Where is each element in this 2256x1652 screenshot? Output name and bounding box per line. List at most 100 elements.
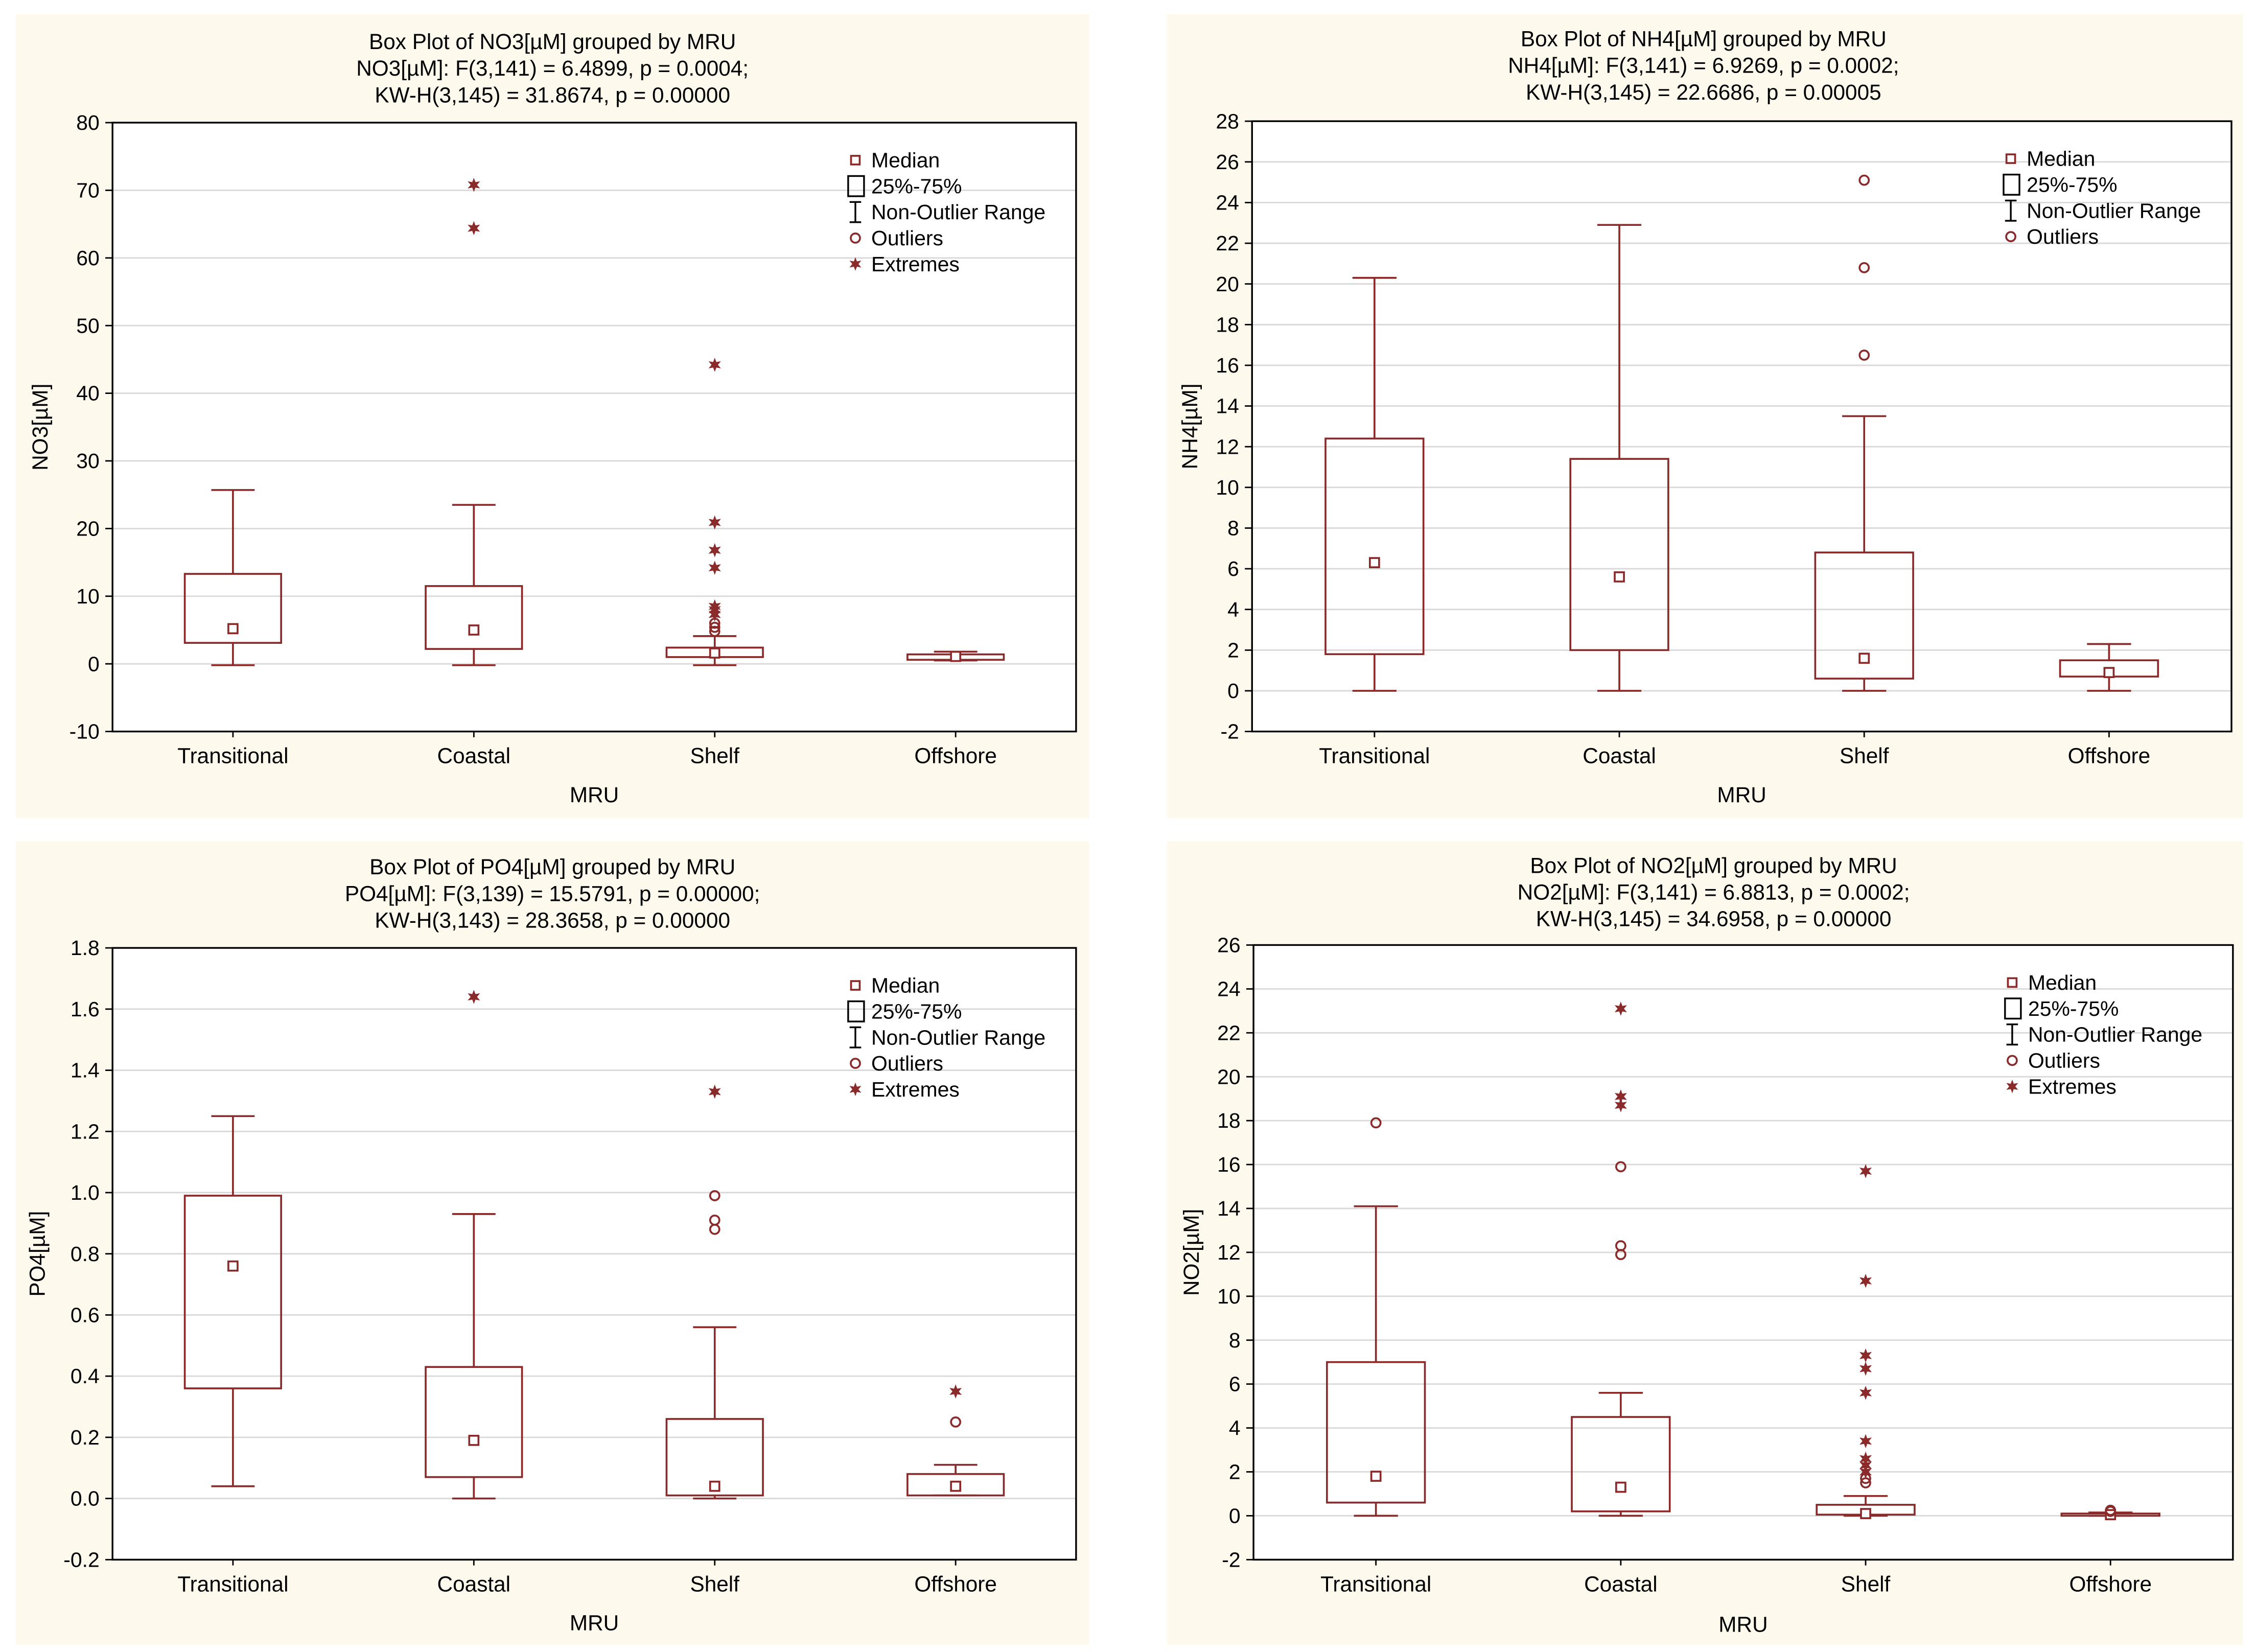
chart-subtitle-kw-test: KW-H(3,145) = 22.6686, p = 0.00005 [1526,80,1881,104]
y-tick-label: 10 [1216,476,1239,499]
legend-label: Non-Outlier Range [2028,1023,2202,1046]
x-tick-label-shelf: Shelf [1840,744,1889,768]
y-tick-label: 70 [76,179,100,202]
y-tick-label: 0.6 [71,1304,100,1327]
y-axis-label: NH4[µM] [1178,383,1202,469]
y-tick-label: 10 [76,585,100,608]
y-tick-label: 24 [1216,191,1239,215]
median-marker [1615,1481,1626,1493]
y-tick-label: 12 [1216,435,1239,458]
chart-subtitle-kw-test: KW-H(3,145) = 31.8674, p = 0.00000 [375,83,730,107]
legend-label: 25%-75% [2027,173,2117,197]
plot-frame [1251,120,2232,733]
extreme-point [708,1084,721,1099]
x-tick-label-transitional: Transitional [1320,1572,1431,1596]
median-marker [468,1434,480,1446]
box-coastal [425,585,523,650]
y-tick-label: 4 [1229,1416,1241,1440]
y-tick-label: 6 [1227,557,1239,580]
box-25-75-icon [847,175,865,197]
chart-title: Box Plot of NH4[µM] grouped by MRU [1521,27,1887,51]
chart-subtitle-f-test: NO2[µM]: F(3,141) = 6.8813, p = 0.0002; [1518,880,1910,904]
median-marker [1368,557,1380,568]
y-tick-label: 28 [1216,109,1239,133]
y-tick-label: 8 [1229,1329,1241,1352]
plot-frame [111,947,1077,1561]
outlier-point [1858,174,1870,186]
x-tick-label-coastal: Coastal [437,1572,511,1596]
extreme-point [1859,1361,1872,1376]
y-tick-label: 14 [1216,394,1239,418]
outlier-circle-icon [2005,231,2016,242]
x-tick-label-coastal: Coastal [437,744,511,768]
extreme-point [1859,1385,1872,1400]
y-tick-label: 0 [1229,1504,1241,1527]
chart-panel-2: Box Plot of NH4[µM] grouped by MRU NH4[µM… [1167,14,2243,818]
box-coastal [1569,458,1669,652]
outlier-point [1615,1240,1626,1251]
y-tick-label: 1.8 [71,936,100,960]
y-tick-label: 18 [1217,1109,1241,1132]
y-tick-label: 4 [1227,598,1239,621]
y-tick-label: -10 [69,720,100,743]
plot-area [112,123,1076,732]
y-tick-label: 20 [1217,1065,1241,1088]
legend-label: Outliers [2028,1049,2100,1072]
y-tick-label: 6 [1229,1372,1241,1396]
x-tick-label-shelf: Shelf [690,1572,740,1596]
extreme-point [708,358,721,372]
y-tick-label: 2 [1229,1460,1241,1484]
chart-panel-4: Box Plot of NO2[µM] grouped by MRU NO2[µM… [1167,841,2243,1645]
extreme-point [468,177,480,192]
x-tick-label-shelf: Shelf [690,744,740,768]
y-tick-label: 0 [88,652,100,676]
outlier-point [709,625,720,637]
median-square-icon [850,980,861,991]
y-axis-label: NO3[µM] [28,384,52,471]
median-marker [227,1260,239,1272]
median-marker [227,623,239,635]
x-tick-label-coastal: Coastal [1584,1572,1658,1596]
median-marker [709,647,720,659]
legend-label: Outliers [2027,225,2099,248]
legend-label: Extremes [871,1078,960,1101]
outlier-point [1858,350,1870,361]
outlier-point [2105,1504,2117,1516]
legend-label: Extremes [871,252,960,276]
box-25-75-icon [2004,997,2022,1020]
x-tick-label-transitional: Transitional [1319,744,1430,768]
median-marker [709,1480,720,1492]
whisker-icon [2005,199,2017,222]
y-axis-label: PO4[µM] [26,1211,50,1297]
chart-title: Box Plot of NO3[µM] grouped by MRU [369,30,736,54]
chart-subtitle-f-test: NO3[µM]: F(3,141) = 6.4899, p = 0.0004; [356,56,749,80]
x-axis-label: MRU [1718,1612,1767,1636]
box-transitional [183,1195,283,1389]
extreme-star-icon [849,257,862,271]
chart-panel-1: Box Plot of NO3[µM] grouped by MRUNO3[µM… [16,14,1089,818]
y-tick-label: 10 [1217,1285,1241,1308]
box-transitional [1326,1361,1426,1504]
median-marker [950,1480,962,1492]
y-tick-label: 16 [1216,354,1239,377]
plot-frame [111,122,1077,733]
outlier-point [950,1416,962,1428]
y-tick-label: 50 [76,314,100,337]
median-square-icon [850,155,861,166]
y-tick-label: 1.6 [71,997,100,1021]
extreme-point [1614,1089,1627,1104]
box-coastal [425,1366,523,1478]
y-tick-label: 40 [76,382,100,405]
box-shelf [665,1418,764,1497]
extreme-point [1859,1273,1872,1288]
y-tick-label: 1.0 [71,1181,100,1204]
median-marker [1860,1508,1871,1519]
extreme-star-icon [849,1082,862,1097]
y-tick-label: 0.0 [71,1487,100,1510]
outlier-point [1370,1117,1382,1129]
y-tick-label: 0.8 [71,1242,100,1266]
box-coastal [1571,1416,1671,1513]
x-tick-label-offshore: Offshore [2068,744,2151,768]
median-marker [1370,1471,1382,1482]
x-axis-label: MRU [1717,783,1766,807]
